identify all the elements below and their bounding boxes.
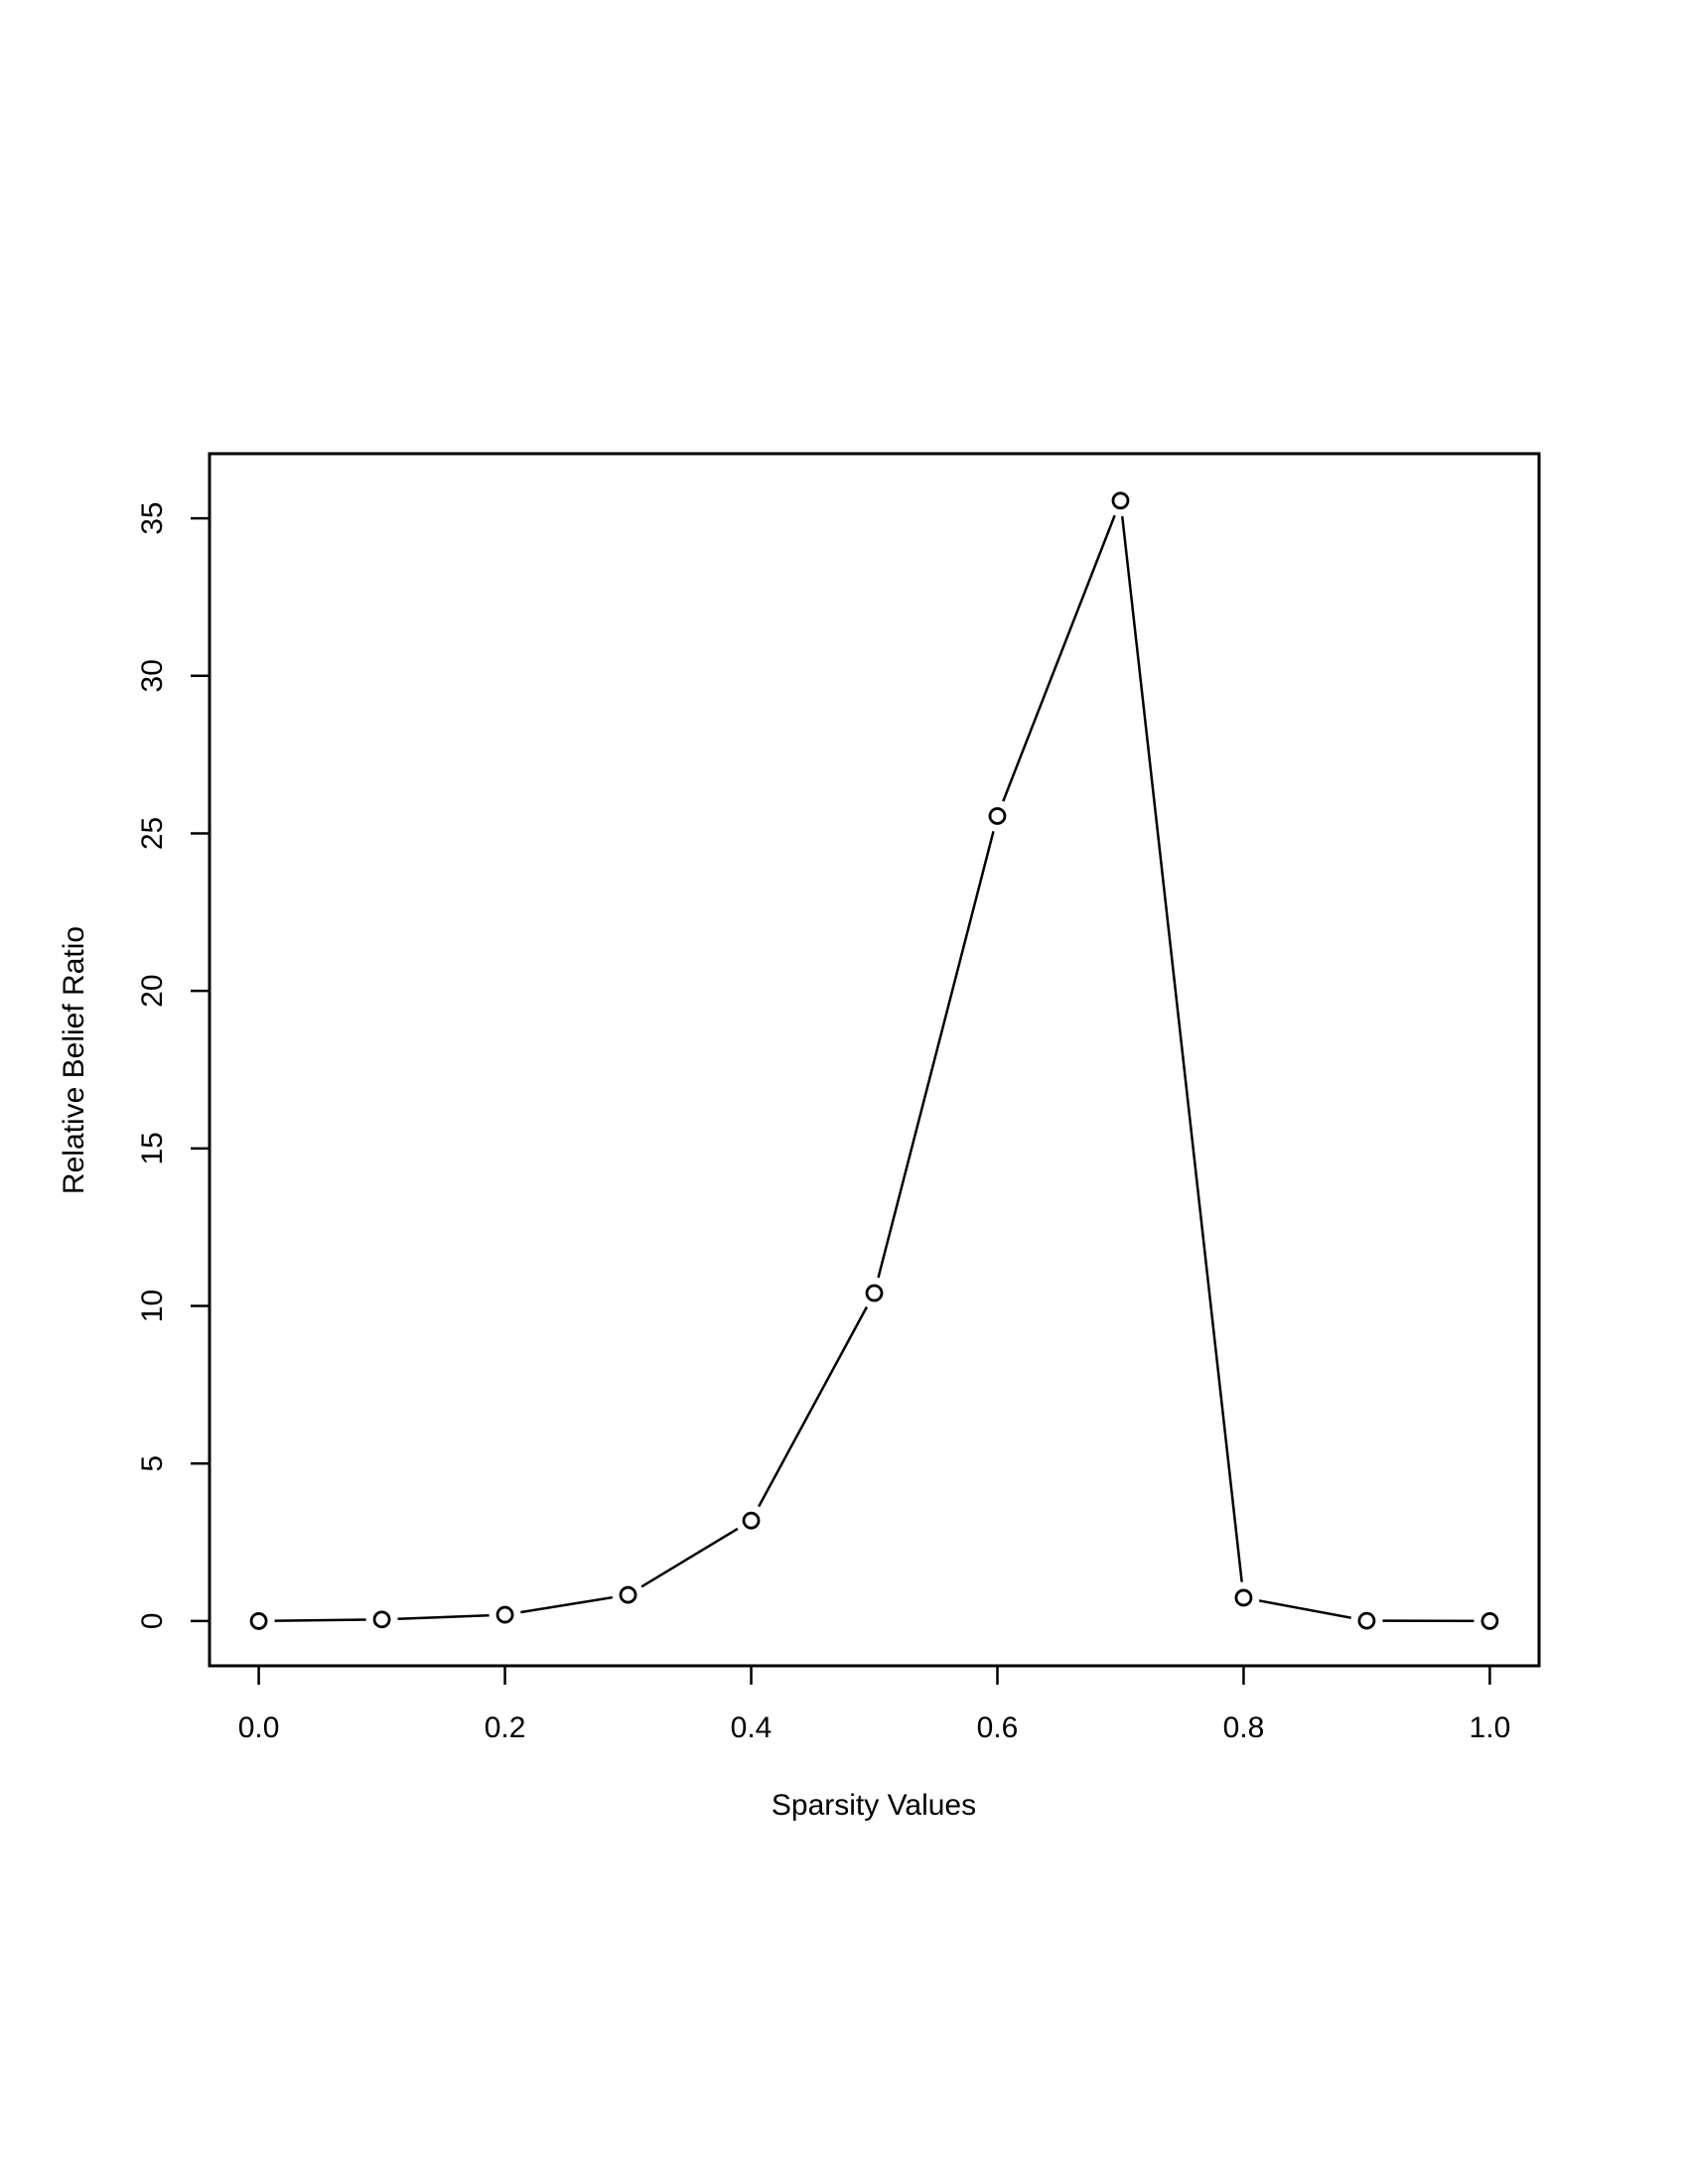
y-tick-label: 15 bbox=[136, 1132, 169, 1164]
x-tick-label: 0.8 bbox=[1223, 1711, 1265, 1744]
x-tick-label: 1.0 bbox=[1470, 1711, 1511, 1744]
y-tick-label: 20 bbox=[136, 974, 169, 1007]
data-point bbox=[1357, 1611, 1376, 1630]
data-point bbox=[249, 1612, 268, 1630]
x-tick-label: 0.4 bbox=[731, 1711, 773, 1744]
data-point bbox=[1480, 1612, 1499, 1630]
data-line bbox=[258, 499, 1490, 1623]
x-axis-label: Sparsity Values bbox=[772, 1789, 976, 1822]
data-point bbox=[988, 807, 1007, 825]
data-point bbox=[372, 1610, 391, 1629]
data-point bbox=[865, 1284, 884, 1302]
x-tick-label: 0.2 bbox=[485, 1711, 526, 1744]
data-point bbox=[1234, 1588, 1253, 1607]
x-tick-label: 0.6 bbox=[977, 1711, 1019, 1744]
x-tick-label: 0.0 bbox=[238, 1711, 280, 1744]
y-tick-label: 10 bbox=[136, 1290, 169, 1322]
data-point bbox=[1111, 491, 1130, 510]
y-tick-label: 0 bbox=[136, 1613, 169, 1630]
y-tick-label: 25 bbox=[136, 817, 169, 850]
data-point bbox=[619, 1585, 637, 1604]
data-point bbox=[742, 1511, 761, 1530]
plot-box bbox=[208, 452, 1541, 1668]
y-tick-label: 5 bbox=[136, 1455, 169, 1472]
y-axis-label: Relative Belief Ratio bbox=[58, 926, 90, 1194]
y-tick-label: 30 bbox=[136, 659, 169, 692]
data-point bbox=[495, 1605, 514, 1624]
y-tick-label: 35 bbox=[136, 501, 169, 534]
